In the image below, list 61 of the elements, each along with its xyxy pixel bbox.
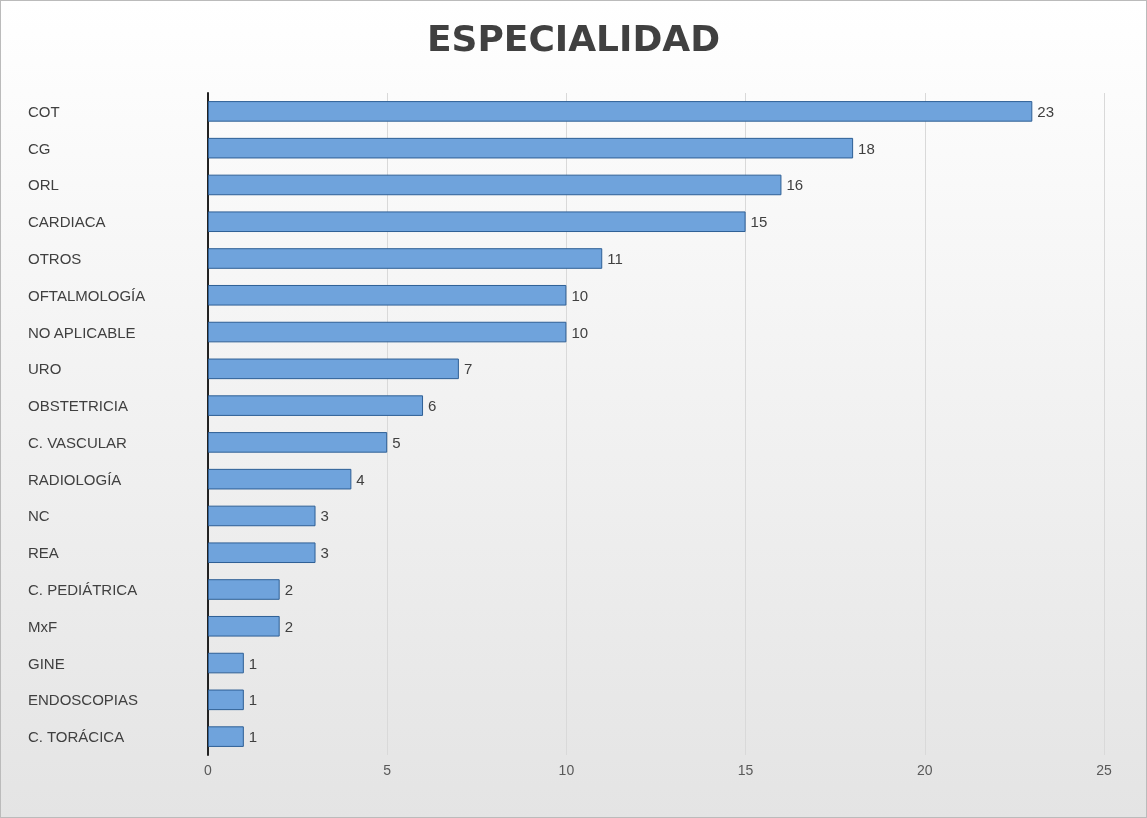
data-label: 1 (248, 728, 258, 746)
bar (208, 726, 244, 747)
data-label: 23 (1037, 102, 1055, 120)
y-tick-label: CG (28, 139, 51, 157)
x-tick-label: 15 (737, 762, 754, 778)
data-label: 4 (356, 470, 365, 488)
y-tick-label: C. PEDIÁTRICA (28, 581, 138, 598)
data-label: 11 (607, 250, 623, 267)
data-label: 3 (320, 507, 329, 525)
bar (208, 689, 244, 711)
bar (208, 284, 567, 306)
y-tick-label: OFTALMOLOGÍA (28, 286, 146, 304)
bar (208, 248, 603, 269)
x-tick-label: 5 (383, 762, 392, 778)
y-tick-label: C. VASCULAR (28, 433, 128, 451)
y-tick-label: C. TORÁCICA (28, 728, 125, 746)
data-label: 2 (284, 617, 294, 635)
bar (208, 174, 782, 196)
data-label: 7 (463, 360, 473, 378)
bar (208, 468, 352, 490)
y-tick-label: MxF (28, 617, 58, 635)
data-label: 1 (248, 691, 258, 709)
chart-title: ESPECIALIDAD (426, 17, 721, 59)
bar (208, 321, 567, 343)
data-label: 15 (750, 213, 768, 231)
data-label: 2 (284, 581, 294, 598)
x-tick-label: 20 (917, 762, 933, 778)
y-tick-label: OBSTETRICIA (28, 397, 129, 415)
y-tick-label: GINE (28, 654, 65, 672)
x-tick-label: 10 (558, 762, 575, 778)
y-tick-label: OTROS (28, 250, 82, 267)
bar (208, 652, 244, 674)
bar (208, 615, 280, 637)
data-label: 18 (858, 139, 875, 157)
y-tick-label: URO (28, 360, 62, 378)
bar (208, 137, 854, 159)
bar (208, 542, 316, 564)
y-tick-label: ENDOSCOPIAS (28, 691, 139, 709)
bar (208, 211, 746, 233)
data-label: 10 (571, 286, 589, 304)
y-tick-label: CARDIACA (28, 213, 106, 231)
data-label: 16 (786, 176, 804, 194)
data-label: 6 (428, 397, 437, 415)
y-tick-label: REA (28, 544, 59, 562)
bar (208, 579, 280, 600)
x-tick-label: 0 (204, 762, 213, 778)
y-tick-label: COT (28, 102, 60, 120)
x-tick-label: 25 (1096, 762, 1112, 778)
data-label: 5 (392, 433, 401, 451)
data-label: 1 (248, 654, 258, 672)
y-tick-label: NC (28, 507, 50, 525)
y-tick-label: RADIOLOGÍA (28, 470, 122, 488)
y-tick-label: ORL (28, 176, 59, 194)
bar (208, 505, 316, 527)
y-tick-label: NO APLICABLE (28, 323, 136, 341)
data-label: 10 (571, 323, 589, 341)
data-label: 3 (320, 544, 329, 562)
bar (208, 395, 424, 416)
bar (208, 432, 388, 453)
bar (208, 358, 459, 380)
bar (208, 101, 1033, 122)
